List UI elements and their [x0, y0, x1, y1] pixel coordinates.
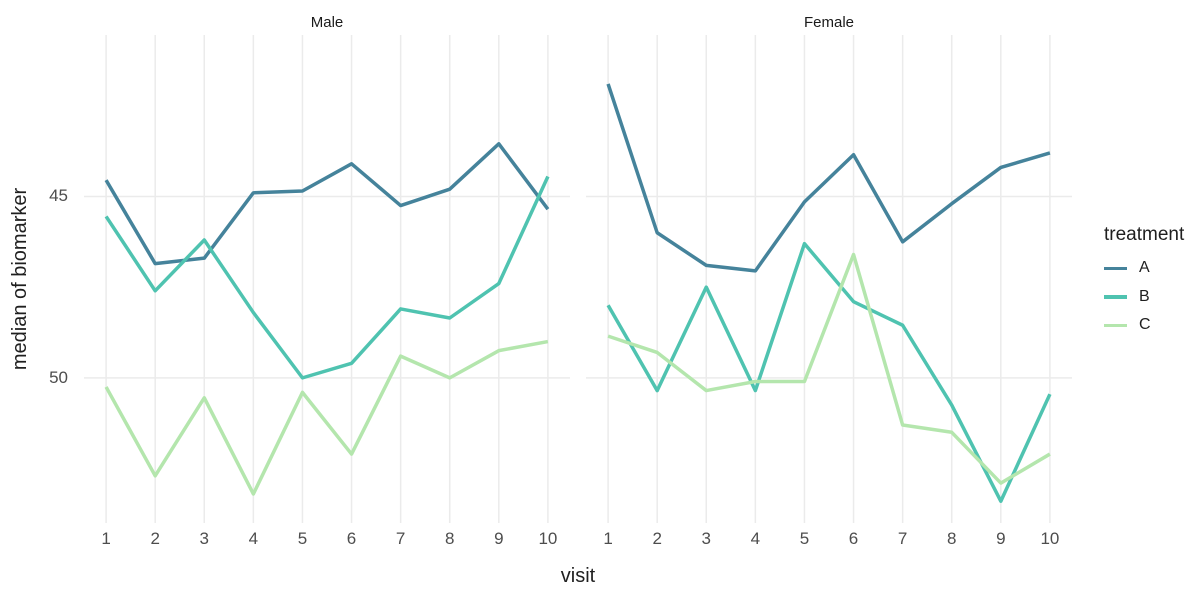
x-tick-label: 1 [101, 529, 111, 548]
x-tick-label: 9 [494, 529, 504, 548]
x-tick-label: 7 [897, 529, 908, 548]
x-tick-label: 6 [346, 529, 357, 548]
x-axis-title: visit [560, 565, 596, 587]
legend-item: B [1104, 283, 1200, 312]
x-tick-label: 3 [701, 529, 711, 548]
y-tick-label: 45 [49, 186, 68, 206]
y-axis-title: median of biomarker [9, 187, 31, 371]
x-tick-label: 6 [848, 529, 859, 548]
x-tick-label: 7 [395, 529, 406, 548]
legend-item: C [1104, 311, 1200, 340]
series-line-A [104, 142, 550, 266]
facet-strip-female: Female [803, 14, 855, 31]
legend-title: treatment [1104, 224, 1185, 245]
legend-item: A [1104, 254, 1200, 283]
x-tick-label: 4 [248, 529, 259, 548]
x-tick-label: 1 [603, 529, 613, 548]
panel-male [84, 35, 570, 523]
x-tick-label: 5 [799, 529, 810, 548]
x-tick-label: 10 [538, 529, 558, 548]
x-tick-label: 3 [199, 529, 209, 548]
series-line-B [104, 175, 550, 380]
x-tick-label: 8 [946, 529, 957, 548]
x-tick-label: 5 [297, 529, 308, 548]
x-tick-label: 9 [996, 529, 1006, 548]
legend-line-swatch-b [1104, 295, 1127, 299]
series-line-B [606, 241, 1052, 503]
series-line-C [104, 339, 549, 496]
panel-female [586, 35, 1072, 523]
legend-item-label: A [1139, 259, 1150, 277]
x-tick-label: 2 [150, 529, 160, 548]
x-tick-label: 8 [444, 529, 455, 548]
x-tick-label: 2 [652, 529, 662, 548]
legend: treatment A B C [1104, 222, 1200, 340]
series-line-C [607, 252, 1051, 485]
x-tick-label: 4 [750, 529, 761, 548]
legend-item-label: B [1139, 287, 1150, 305]
legend-line-swatch-c [1104, 323, 1127, 327]
legend-line-swatch-a [1104, 266, 1127, 270]
x-tick-label: 10 [1040, 529, 1060, 548]
series-line-A [606, 83, 1051, 273]
legend-item-label: C [1139, 316, 1151, 334]
facet-strip-male: Male [310, 14, 344, 31]
y-tick-label: 50 [49, 367, 68, 387]
